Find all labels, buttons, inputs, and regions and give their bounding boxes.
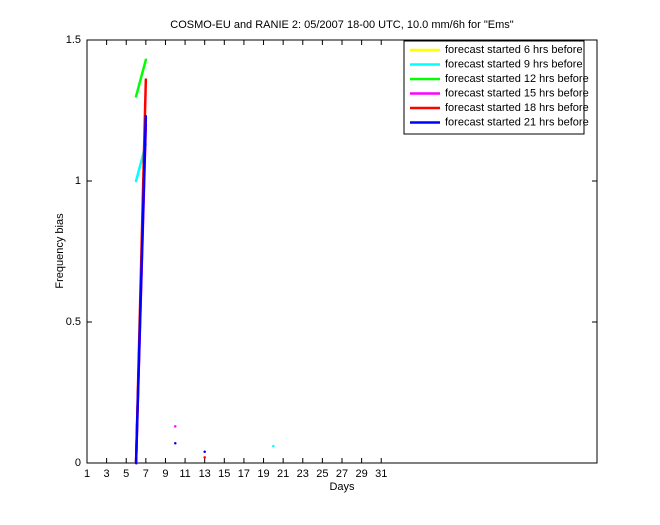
legend-label: forecast started 21 hrs before — [445, 116, 589, 128]
x-tick-label: 15 — [218, 468, 230, 480]
x-tick-label: 29 — [355, 468, 367, 480]
series-line — [134, 143, 275, 448]
x-tick-label: 3 — [104, 468, 110, 480]
legend-label: forecast started 12 hrs before — [445, 73, 589, 85]
chart-title: COSMO-EU and RANIE 2: 05/2007 18-00 UTC,… — [170, 19, 514, 31]
x-tick-label: 9 — [162, 468, 168, 480]
x-axis-label: Days — [329, 481, 355, 493]
legend-label: forecast started 18 hrs before — [445, 102, 589, 114]
x-tick-label: 19 — [257, 468, 269, 480]
x-tick-label: 25 — [316, 468, 328, 480]
y-tick-label: 1.5 — [66, 34, 81, 46]
x-tick-label: 13 — [199, 468, 211, 480]
x-tick-label: 31 — [375, 468, 387, 480]
x-tick-label: 21 — [277, 468, 289, 480]
series-line — [134, 114, 206, 465]
x-tick-label: 5 — [123, 468, 129, 480]
x-tick-label: 27 — [336, 468, 348, 480]
x-tick-label: 23 — [297, 468, 309, 480]
x-tick-label: 17 — [238, 468, 250, 480]
x-tick-label: 7 — [143, 468, 149, 480]
y-tick-label: 0.5 — [66, 316, 81, 328]
y-axis-label: Frequency bias — [54, 213, 66, 289]
legend-label: forecast started 6 hrs before — [445, 44, 583, 56]
y-tick-label: 0 — [75, 457, 81, 469]
series-line — [134, 58, 148, 98]
x-tick-label: 11 — [179, 468, 190, 480]
y-tick-label: 1 — [75, 175, 81, 187]
legend-label: forecast started 9 hrs before — [445, 58, 583, 70]
legend-box — [403, 40, 585, 135]
x-tick-label: 1 — [84, 468, 90, 480]
legend-label: forecast started 15 hrs before — [445, 87, 589, 99]
